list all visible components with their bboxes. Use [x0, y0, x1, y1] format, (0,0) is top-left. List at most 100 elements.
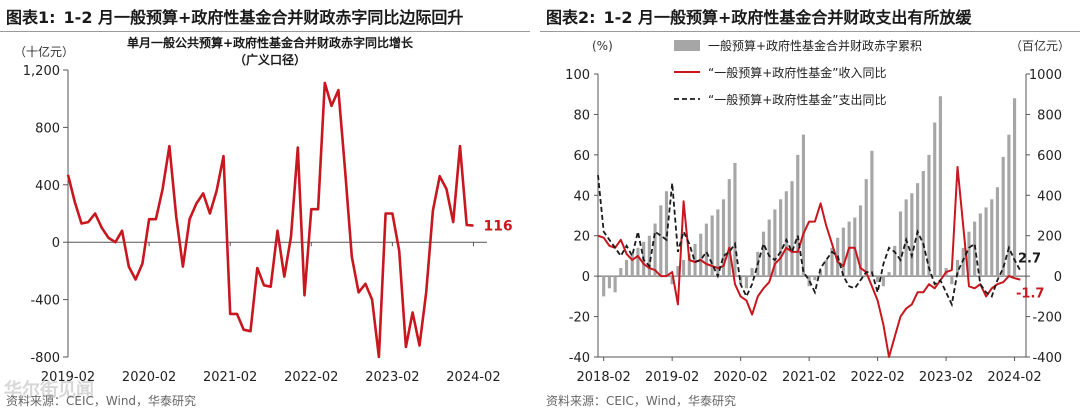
deficit-cumulative-bar: [1001, 156, 1005, 277]
deficit-cumulative-bar: [710, 215, 714, 277]
x-tick-label: 2024-02: [987, 370, 1041, 385]
legend-revenue-label: “一般预算+政府性基金”收入同比: [708, 65, 887, 80]
x-tick-label: 2018-02: [577, 370, 631, 385]
deficit-growth-line: [66, 81, 474, 359]
right-y-tick-label: 800: [1037, 108, 1062, 123]
left-figure-title-text: 1-2 月一般预算+政府性基金合并财政赤字同比边际回升: [63, 8, 464, 27]
deficit-cumulative-bar: [893, 245, 897, 277]
deficit-cumulative-bar: [727, 179, 731, 277]
left-y-tick-label: -20: [569, 311, 590, 326]
deficit-cumulative-bar: [813, 276, 817, 281]
right-y-tick-label: 200: [1037, 230, 1062, 245]
x-tick-label: 2021-02: [782, 370, 836, 385]
deficit-cumulative-bar: [864, 179, 868, 277]
deficit-cumulative-bar: [898, 211, 903, 277]
right-source-note: 资料来源：CEIC，Wind，华泰研究: [546, 394, 737, 408]
chart-title: 单月一般公共预算+政府性基金合并财政赤字同比增长: [127, 35, 414, 50]
deficit-cumulative-bar: [733, 162, 737, 277]
x-tick-label: 2023-02: [919, 370, 973, 385]
x-tick-label: 2021-02: [203, 370, 257, 385]
deficit-cumulative-bar: [670, 276, 674, 285]
deficit-cumulative-bar: [830, 247, 834, 277]
chart-subtitle: （广义口径）: [234, 52, 306, 67]
deficit-cumulative-bar: [921, 171, 925, 277]
right-figure-title-text: 1-2 月一般预算+政府性基金合并财政支出有所放缓: [603, 8, 972, 27]
x-tick-label: 2019-02: [41, 370, 95, 385]
deficit-cumulative-bar: [858, 205, 863, 277]
deficit-cumulative-bar: [750, 268, 754, 277]
deficit-cumulative-bar: [990, 199, 994, 277]
right-y-tick-label: -400: [1032, 351, 1062, 366]
deficit-cumulative-bar: [841, 227, 845, 277]
deficit-cumulative-bar: [1012, 98, 1017, 277]
deficit-cumulative-bar: [967, 231, 971, 277]
y-tick-label: 400: [35, 179, 60, 194]
expenditure-end-label: 2.7: [1018, 252, 1041, 267]
deficit-cumulative-bar: [607, 276, 612, 289]
deficit-cumulative-bar: [739, 276, 743, 285]
deficit-cumulative-bar: [910, 193, 914, 277]
right-y-tick-label: 0: [1054, 270, 1062, 285]
deficit-cumulative-bar: [950, 276, 954, 285]
x-tick-label: 2022-02: [850, 370, 904, 385]
deficit-cumulative-bar: [927, 154, 931, 277]
deficit-cumulative-bar: [716, 209, 720, 277]
deficit-cumulative-bar: [630, 253, 634, 277]
deficit-cumulative-bar: [779, 199, 783, 277]
deficit-cumulative-bar: [699, 233, 703, 277]
left-figure-title: 图表1: 1-2 月一般预算+政府性基金合并财政赤字同比边际回升: [6, 4, 463, 28]
y-tick-label: 1,200: [23, 64, 60, 79]
legend-expenditure-label: “一般预算+政府性基金”支出同比: [708, 92, 887, 107]
deficit-cumulative-bar: [636, 247, 640, 277]
deficit-cumulative-bar: [955, 259, 960, 277]
deficit-cumulative-bar: [682, 259, 686, 277]
deficit-cumulative-bar: [676, 266, 680, 277]
left-y-tick-label: 40: [573, 189, 590, 204]
deficit-cumulative-bar: [984, 207, 988, 277]
right-axis-unit: （百亿元）: [1010, 38, 1070, 53]
deficit-cumulative-bar: [647, 235, 651, 277]
deficit-cumulative-bar: [801, 134, 806, 277]
deficit-cumulative-bar: [602, 276, 606, 297]
deficit-cumulative-bar: [1007, 134, 1011, 277]
deficit-cumulative-bar: [624, 259, 629, 277]
legend-bar-swatch: [674, 40, 700, 51]
left-source-note: 资料来源：CEIC，Wind，华泰研究: [6, 394, 197, 408]
y-tick-label: 0: [52, 236, 60, 251]
deficit-cumulative-bar: [704, 223, 708, 277]
deficit-cumulative-bar: [938, 96, 942, 277]
right-figure-panel: 图表2: 1-2 月一般预算+政府性基金合并财政支出有所放缓 (%) （百亿元） -4…: [540, 0, 1080, 413]
left-y-tick-label: 60: [573, 149, 590, 164]
right-bar-line-chart: (%) （百亿元）-40-20020406080100-400-200020040…: [565, 38, 1070, 385]
revenue-yoy-line: [597, 166, 1021, 358]
x-tick-label: 2020-02: [122, 370, 176, 385]
left-line-chart: 单月一般公共预算+政府性基金合并财政赤字同比增长 （广义口径） （十亿元） -800 -…: [14, 35, 513, 385]
right-y-tick-label: -200: [1032, 311, 1062, 326]
x-tick-label: 2020-02: [713, 370, 767, 385]
right-figure-number: 图表2:: [546, 8, 596, 27]
y-tick-label: -400: [30, 294, 60, 309]
deficit-cumulative-bar: [687, 253, 691, 277]
x-tick-label: 2024-02: [446, 370, 500, 385]
x-tick-label: 2023-02: [365, 370, 419, 385]
left-y-tick-label: -40: [569, 351, 590, 366]
right-y-tick-label: 400: [1037, 189, 1062, 204]
deficit-cumulative-bar: [876, 276, 880, 283]
legend-bar-label: 一般预算+政府性基金合并财政赤字累积: [708, 38, 922, 53]
left-figure-panel: 图表1: 1-2 月一般预算+政府性基金合并财政赤字同比边际回升 单月一般公共预算…: [0, 0, 530, 413]
deficit-cumulative-bar: [790, 181, 794, 277]
deficit-cumulative-bar: [659, 205, 663, 277]
expenditure-yoy-line: [597, 175, 1022, 308]
deficit-cumulative-bar: [693, 243, 697, 277]
right-y-tick-label: 600: [1037, 149, 1062, 164]
left-y-tick-label: 0: [582, 270, 590, 285]
deficit-cumulative-bar: [653, 223, 657, 277]
watermark: 华尔街见闻: [4, 380, 94, 401]
deficit-cumulative-bar: [978, 213, 982, 277]
right-figure-title: 图表2: 1-2 月一般预算+政府性基金合并财政支出有所放缓: [546, 4, 971, 28]
deficit-cumulative-bar: [881, 276, 885, 287]
x-tick-label: 2022-02: [284, 370, 338, 385]
left-y-tick-label: 80: [573, 108, 590, 123]
left-y-tick-label: 100: [565, 68, 590, 83]
right-title-rule: [540, 31, 1080, 32]
